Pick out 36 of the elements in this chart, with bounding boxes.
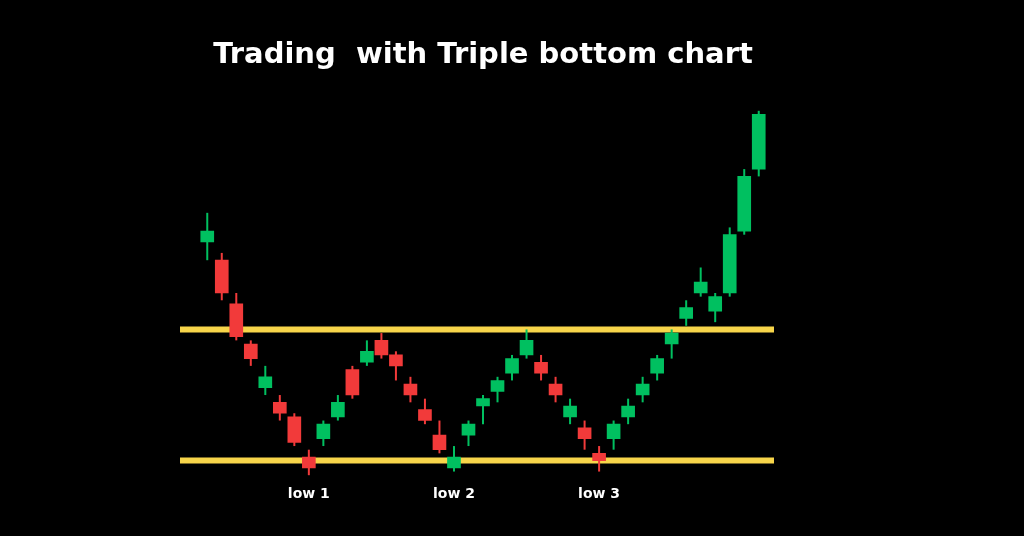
candlestick <box>272 394 287 422</box>
candlestick <box>447 445 461 473</box>
candlestick <box>650 353 664 382</box>
candlestick <box>418 397 432 426</box>
candlestick <box>606 419 621 451</box>
candlestick <box>461 419 476 448</box>
candlestick <box>360 339 374 367</box>
candlestick <box>302 448 316 477</box>
candlestick <box>432 419 447 455</box>
candlestick <box>331 394 345 422</box>
x-tick-label: low 3 <box>578 485 621 502</box>
candlestick <box>635 375 650 404</box>
candlestick <box>548 375 563 404</box>
candlestick <box>403 375 418 404</box>
candlestick <box>708 292 723 324</box>
candlestick <box>476 394 490 426</box>
candlestick <box>374 332 389 360</box>
x-tick-label: low 1 <box>287 485 330 502</box>
candlestick <box>243 339 258 367</box>
candlestick <box>693 266 708 298</box>
candlestick <box>200 211 215 262</box>
candlestick <box>664 328 679 360</box>
candlestick <box>258 364 273 397</box>
candlestick <box>519 328 534 360</box>
candlestick <box>679 299 694 327</box>
chart-title: Trading with Triple bottom chart <box>213 35 753 70</box>
candlestick <box>389 350 403 382</box>
candlestick <box>592 445 606 473</box>
candlestick <box>621 397 635 426</box>
x-tick-label: low 2 <box>432 485 475 502</box>
candlestick <box>505 353 519 382</box>
candlestick <box>316 419 331 448</box>
candlestick <box>490 375 505 404</box>
candlestick <box>563 397 577 426</box>
candlestick <box>534 353 548 382</box>
candlestick <box>577 419 592 451</box>
